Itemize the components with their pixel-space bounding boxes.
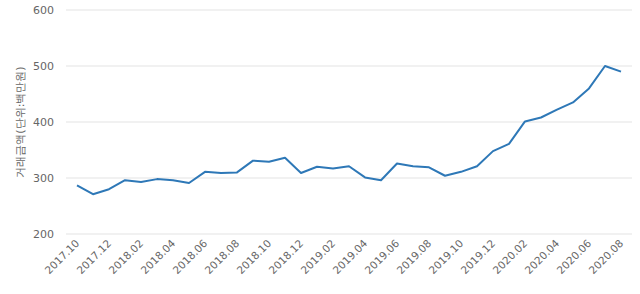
grid-line bbox=[66, 122, 632, 123]
y-tick-label: 200 bbox=[33, 228, 54, 241]
y-axis-label: 거래금액(단위:백만원) bbox=[14, 66, 27, 177]
chart-svg: 200 300 400 500 600 거래금액(단위:백만원) 2017.102017.1… bbox=[0, 0, 640, 294]
plot-area bbox=[77, 66, 621, 194]
y-tick-label: 400 bbox=[33, 116, 54, 129]
y-axis: 200 300 400 500 600 bbox=[33, 4, 632, 241]
grid-line bbox=[66, 66, 632, 67]
grid-line bbox=[66, 234, 632, 235]
y-tick-label: 600 bbox=[33, 4, 54, 17]
y-tick-label: 300 bbox=[33, 172, 54, 185]
y-axis-line bbox=[66, 10, 67, 234]
x-tick-label: 2020.08 bbox=[586, 237, 625, 276]
chart-container: 200 300 400 500 600 거래금액(단위:백만원) 2017.102017.1… bbox=[0, 0, 640, 294]
x-axis: 2017.102017.122018.022018.042018.062018.… bbox=[42, 237, 625, 276]
grid-line bbox=[66, 10, 632, 11]
grid-line bbox=[66, 178, 632, 179]
y-tick-label: 500 bbox=[33, 60, 54, 73]
line bbox=[77, 66, 621, 194]
